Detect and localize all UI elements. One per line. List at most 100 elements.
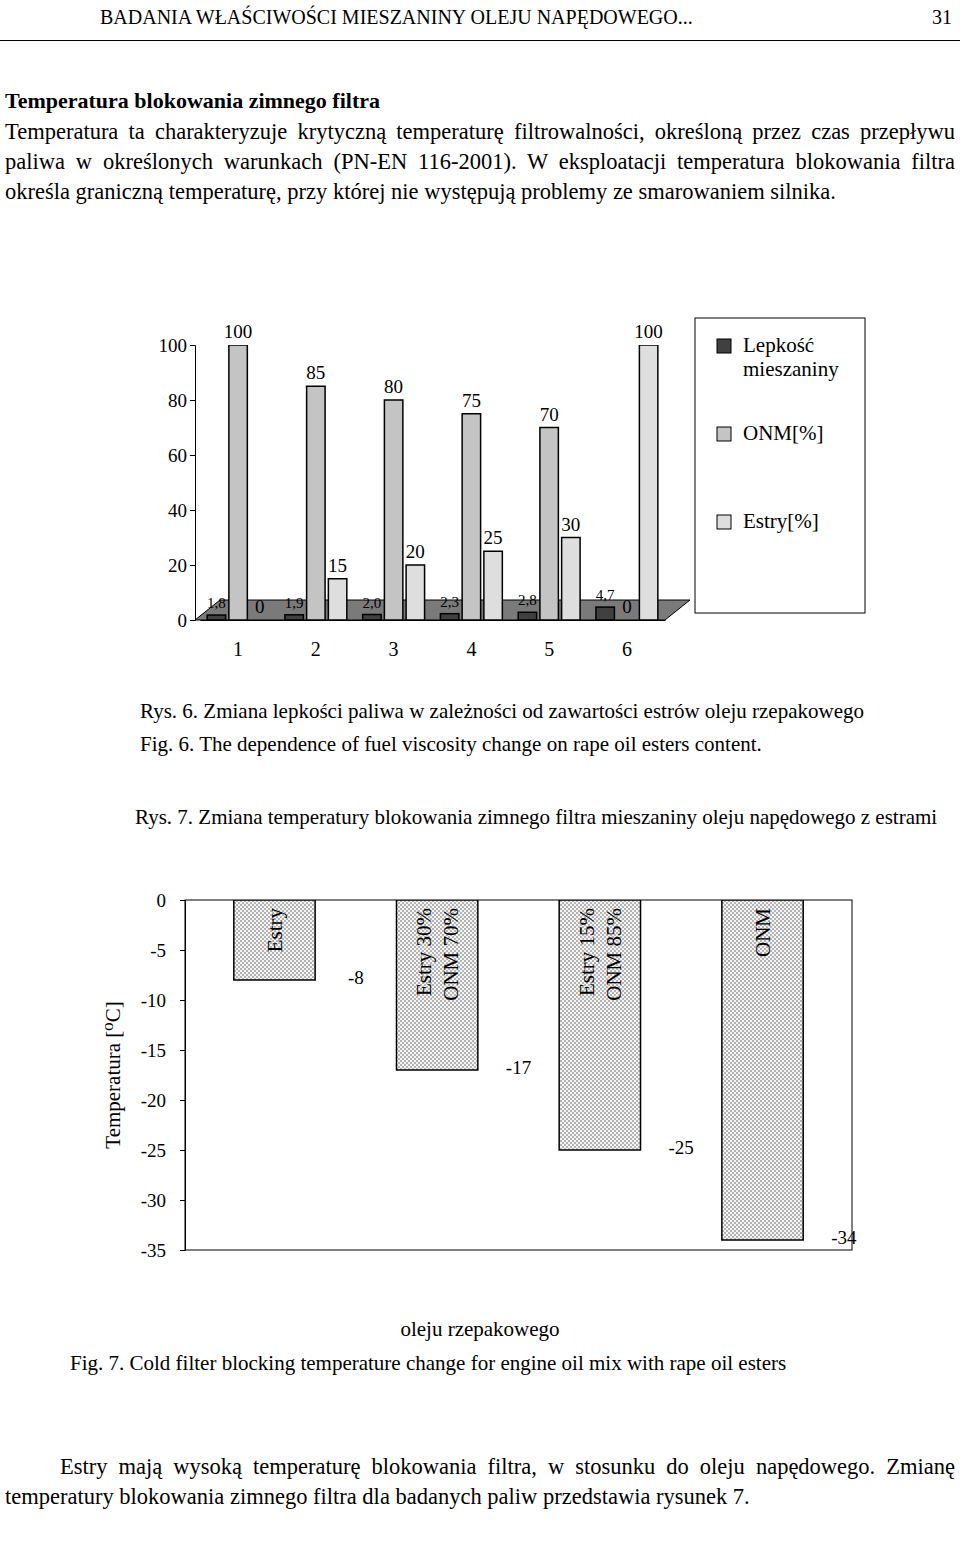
data-label: 15 (328, 555, 347, 576)
data-label: 20 (406, 541, 425, 562)
bar (462, 414, 480, 620)
bars (207, 345, 658, 620)
plot-frame (185, 900, 852, 1250)
figure-caption-en: Fig. 6. The dependence of fuel viscosity… (140, 732, 762, 757)
data-label: 100 (224, 321, 253, 342)
y-tick-mark (190, 510, 195, 511)
x-tick-label: 1 (233, 638, 243, 660)
y-tick: 40 (168, 500, 195, 521)
y-tick-mark (180, 1150, 185, 1151)
figure-caption: Rys. 6. Zmiana lepkości paliwa w zależno… (140, 699, 864, 724)
data-label: 1,9 (285, 595, 304, 611)
y-tick-label: 0 (178, 610, 188, 631)
paragraph: Temperatura ta charakteryzuje krytyczną … (5, 117, 955, 207)
y-tick-mark (180, 1250, 185, 1251)
data-labels: -8-17-25-34 (348, 967, 857, 1248)
y-axis-line (180, 901, 186, 1251)
category-label: Estry 15%ONM 85% (575, 908, 626, 1001)
data-label: -8 (348, 967, 364, 988)
y-axis-title: Temperatura [⁰C] (101, 1001, 125, 1148)
x-tick-label: 5 (544, 638, 554, 660)
data-label: 80 (384, 376, 403, 397)
data-label: -25 (669, 1137, 694, 1158)
y-tick: -5 (150, 940, 185, 961)
data-label: 70 (540, 404, 559, 425)
y-tick-label: -35 (141, 1240, 166, 1261)
y-tick-mark (180, 1000, 185, 1001)
x-tick: 6 (622, 620, 632, 660)
legend-swatch (717, 427, 731, 441)
data-label: 0 (255, 596, 265, 617)
y-tick-label: -10 (141, 990, 166, 1011)
y-tick-label: 20 (168, 555, 187, 576)
category-label: Estry (263, 908, 287, 953)
data-label: 1,8 (207, 595, 226, 611)
x-tick-label: 4 (466, 638, 476, 660)
data-label: 25 (484, 527, 503, 548)
bar (540, 428, 558, 621)
legend-label: Estry[%] (743, 509, 819, 533)
y-axis: 0 20 40 60 80 100 (159, 335, 196, 631)
y-tick-mark (190, 620, 195, 621)
page-number: 31 (932, 6, 952, 29)
bar (618, 619, 636, 620)
x-tick: 5 (544, 620, 554, 660)
chart: 0 -5 -10 -15 -20 -25 -30 -35 Temperatura [⁰C] Est… (101, 890, 857, 1261)
y-tick-mark (190, 400, 195, 401)
y-tick: 100 (159, 335, 196, 356)
y-tick: 80 (168, 390, 195, 411)
bar (251, 619, 269, 620)
running-header: BADANIA WŁAŚCIWOŚCI MIESZANINY OLEJU NAP… (100, 6, 693, 29)
y-tick-mark (180, 1100, 185, 1101)
data-label: 2,3 (440, 594, 459, 610)
y-tick: 20 (168, 555, 195, 576)
data-label: 4,7 (596, 587, 615, 603)
y-tick-mark (180, 950, 185, 951)
legend-box (695, 318, 865, 613)
category-label: ONM (751, 908, 775, 957)
bars (234, 900, 803, 1240)
header-rule (0, 40, 960, 41)
category-label: Estry 30%ONM 70% (412, 908, 463, 1001)
category-labels: Estry Estry 30%ONM 70% Estry 15%ONM 85% ONM (263, 908, 775, 1001)
data-label: 0 (622, 596, 632, 617)
bar (234, 900, 315, 980)
y-tick-label: -25 (141, 1140, 166, 1161)
bar (518, 612, 536, 620)
bar (596, 607, 614, 620)
y-tick-mark (190, 345, 195, 346)
figures: 0204060801001234561,81,92,02,32,84,71008… (0, 0, 960, 1547)
x-tick: 4 (466, 620, 476, 660)
data-labels: 1,81,92,02,32,84,71008580757000152025301… (207, 321, 663, 617)
bar (559, 900, 640, 1150)
y-axis: 0 -5 -10 -15 -20 -25 -30 -35 (141, 890, 186, 1261)
data-label: 2,0 (363, 595, 382, 611)
y-tick: 0 (157, 890, 186, 911)
bar (562, 538, 580, 621)
data-label: 85 (306, 362, 325, 383)
chart: 0204060801001234561,81,92,02,32,84,71008… (159, 318, 866, 660)
y-tick: -10 (141, 990, 185, 1011)
bar (229, 345, 247, 620)
x-tick: 3 (389, 620, 399, 660)
y-tick: -20 (141, 1090, 185, 1111)
bar (207, 615, 225, 620)
y-tick-label: -5 (150, 940, 166, 961)
y-tick-label: -20 (141, 1090, 166, 1111)
x-tick-label: 2 (311, 638, 321, 660)
y-tick-label: 40 (168, 500, 187, 521)
bar (363, 615, 381, 621)
y-tick-label: -30 (141, 1190, 166, 1211)
bar (396, 900, 477, 1070)
x-tick: 2 (311, 620, 321, 660)
x-tick-label: 6 (622, 638, 632, 660)
x-axis-line (201, 620, 666, 621)
y-tick-label: 60 (168, 445, 187, 466)
y-tick-mark (180, 1050, 185, 1051)
y-tick: -25 (141, 1140, 185, 1161)
y-tick: -35 (141, 1240, 185, 1261)
legend: LepkośćmieszaninyONM[%]Estry[%] (695, 318, 865, 613)
y-tick: -15 (141, 1040, 185, 1061)
y-tick-mark (180, 1200, 185, 1201)
data-label: -34 (831, 1227, 857, 1248)
